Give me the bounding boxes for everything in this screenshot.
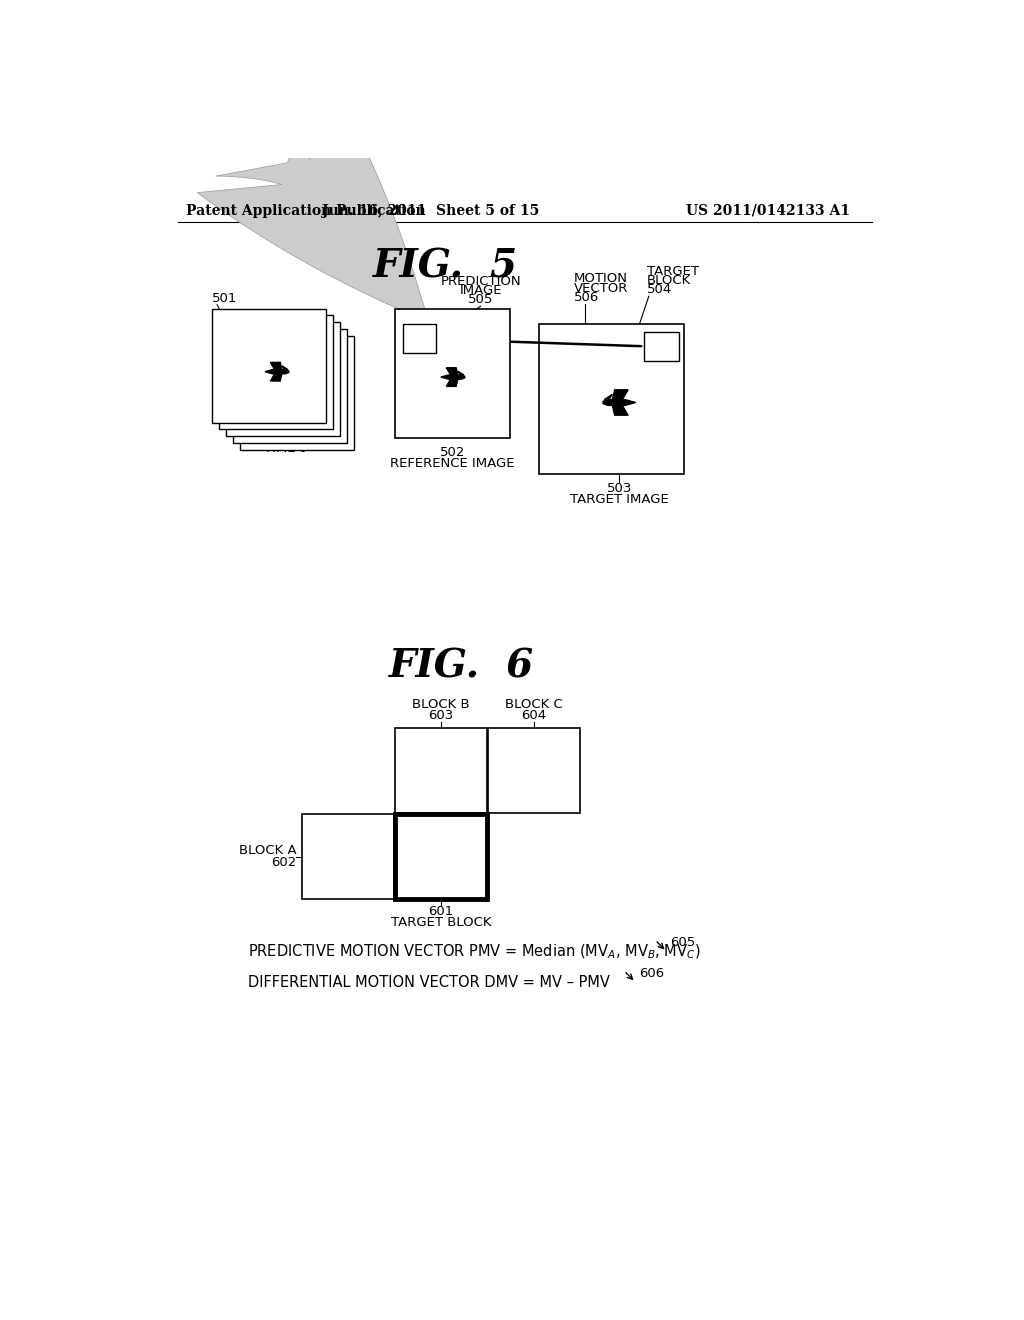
Text: TARGET BLOCK: TARGET BLOCK [391, 916, 492, 929]
Text: MOTION: MOTION [573, 272, 628, 285]
Text: 605: 605 [671, 936, 695, 949]
Text: 602: 602 [271, 857, 296, 870]
Text: VECTOR: VECTOR [321, 829, 375, 842]
Polygon shape [446, 379, 458, 387]
Polygon shape [282, 366, 288, 370]
Text: 501: 501 [212, 292, 238, 305]
Polygon shape [270, 374, 282, 381]
Text: PREDICTION: PREDICTION [440, 275, 521, 288]
Text: 601: 601 [428, 906, 454, 919]
Text: BLOCK: BLOCK [647, 275, 691, 286]
Text: VECTOR: VECTOR [573, 281, 628, 294]
Text: 604: 604 [521, 709, 547, 722]
Polygon shape [458, 371, 464, 375]
Polygon shape [612, 389, 628, 400]
Text: TARGET: TARGET [647, 265, 699, 277]
Polygon shape [603, 400, 636, 405]
Text: FIG.  5: FIG. 5 [373, 247, 518, 285]
Polygon shape [446, 368, 458, 375]
Bar [240, 337, 354, 450]
Bar [488, 729, 580, 813]
Polygon shape [265, 370, 289, 374]
Text: VECTOR: VECTOR [414, 829, 468, 842]
Bar [219, 315, 334, 429]
Text: 603: 603 [428, 709, 454, 722]
FancyArrowPatch shape [198, 77, 428, 322]
Text: 503: 503 [606, 482, 632, 495]
Text: BLOCK A: BLOCK A [239, 843, 296, 857]
Bar [644, 331, 679, 360]
Text: TIME t: TIME t [263, 442, 304, 455]
Bar [539, 323, 684, 474]
Text: TARGET IMAGE: TARGET IMAGE [570, 494, 669, 507]
Text: MV$_A$: MV$_A$ [334, 842, 362, 858]
Text: Jun. 16, 2011  Sheet 5 of 15: Jun. 16, 2011 Sheet 5 of 15 [322, 203, 539, 218]
Text: Patent Application Publication: Patent Application Publication [186, 203, 426, 218]
Text: PREDICTIVE MOTION VECTOR PMV = Median (MV$_A$, MV$_B$, MV$_C$): PREDICTIVE MOTION VECTOR PMV = Median (M… [248, 942, 700, 961]
Text: DIFFERENTIAL MOTION VECTOR DMV = MV – PMV: DIFFERENTIAL MOTION VECTOR DMV = MV – PM… [248, 974, 610, 990]
Polygon shape [612, 405, 628, 416]
Polygon shape [270, 363, 282, 370]
Bar [212, 309, 327, 422]
Text: BLOCK B: BLOCK B [413, 698, 470, 711]
Bar [225, 322, 340, 437]
Text: REFERENCE IMAGE: REFERENCE IMAGE [390, 457, 515, 470]
Polygon shape [604, 395, 612, 400]
Text: 606: 606 [640, 966, 665, 979]
Text: IMAGE: IMAGE [460, 284, 502, 297]
Bar [302, 814, 394, 899]
Text: 506: 506 [573, 290, 599, 304]
Bar [403, 323, 435, 354]
Bar [395, 309, 510, 438]
Text: 502: 502 [440, 446, 466, 458]
Bar [395, 729, 486, 813]
Bar [395, 814, 486, 899]
Text: VECTOR: VECTOR [414, 743, 468, 756]
Text: MV$_C$: MV$_C$ [519, 756, 549, 771]
Text: MV$_B$: MV$_B$ [427, 756, 456, 771]
Text: US 2011/0142133 A1: US 2011/0142133 A1 [686, 203, 850, 218]
Text: VECTOR: VECTOR [507, 743, 561, 756]
Text: MV: MV [431, 843, 452, 857]
Text: 504: 504 [647, 284, 673, 296]
Text: FIG.  6: FIG. 6 [389, 648, 534, 685]
Text: 505: 505 [468, 293, 494, 306]
Polygon shape [440, 375, 465, 379]
Bar [232, 330, 347, 444]
Text: BLOCK C: BLOCK C [505, 698, 563, 711]
